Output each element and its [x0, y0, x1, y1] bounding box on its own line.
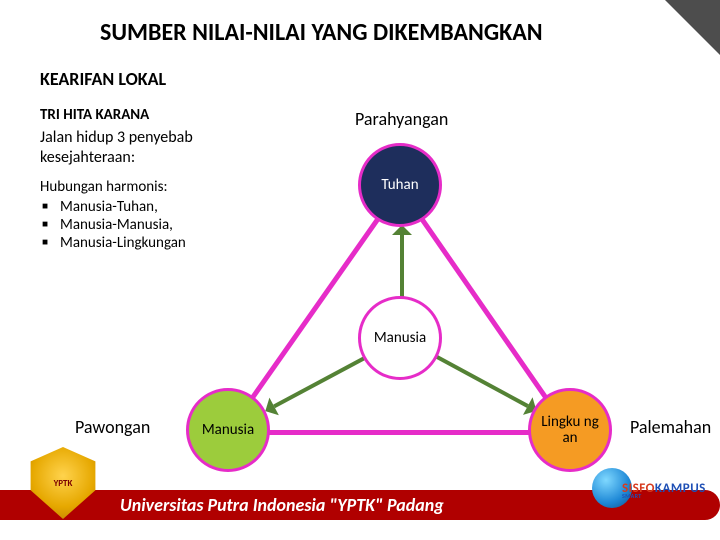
list-item: Manusia-Lingkungan	[60, 234, 186, 252]
footer: YPTK Universitas Putra Indonesia "YPTK" …	[0, 488, 720, 522]
logo-text: YPTK	[54, 478, 73, 489]
footer-university-name: Universitas Putra Indonesia "YPTK" Padan…	[120, 494, 444, 516]
outer-label-right: Palemahan	[630, 416, 711, 438]
list-item: Manusia-Manusia,	[60, 216, 186, 234]
shield-icon: YPTK	[27, 447, 99, 519]
node-left: Manusia	[186, 388, 270, 472]
node-right: Lingku ng an	[528, 388, 612, 472]
sisfokampus-logo: SISFOKAMPUS SMART	[592, 466, 702, 510]
page-title: SUMBER NILAI-NILAI YANG DIKEMBANGKAN	[100, 18, 543, 47]
node-label: Lingku ng an	[531, 410, 609, 451]
corner-accent	[665, 0, 720, 55]
node-label: Manusia	[198, 418, 258, 443]
node-top: Tuhan	[358, 143, 442, 227]
harmony-list: Manusia-Tuhan, Manusia-Manusia, Manusia-…	[60, 198, 186, 252]
tri-hita-diagram: Tuhan Manusia Manusia Lingku ng an Parahyang…	[170, 90, 630, 460]
subhead-tri-hita: TRI HITA KARANA	[40, 106, 149, 124]
triangle-edge	[228, 430, 570, 435]
section-header: KEARIFAN LOKAL	[40, 68, 166, 90]
list-item: Manusia-Tuhan,	[60, 198, 186, 216]
outer-label-top: Parahyangan	[355, 108, 448, 130]
desc-line-2: kesejahteraan:	[40, 148, 135, 167]
sisfo-subtext: SMART	[622, 492, 642, 500]
node-label: Tuhan	[377, 173, 422, 198]
outer-label-left: Pawongan	[75, 416, 150, 438]
list-title: Hubungan harmonis:	[40, 178, 168, 196]
university-logo: YPTK	[18, 444, 108, 522]
node-label: Manusia	[370, 326, 430, 351]
node-center: Manusia	[358, 296, 442, 380]
